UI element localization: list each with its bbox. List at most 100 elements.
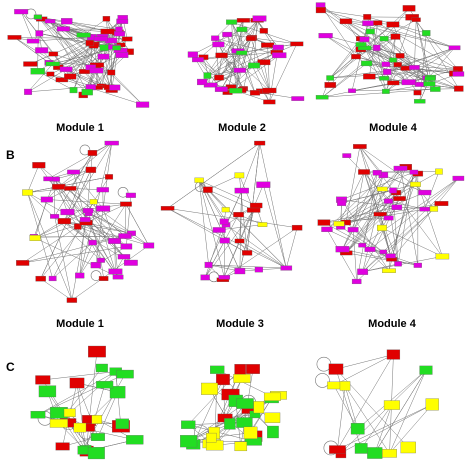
edge xyxy=(392,24,455,48)
node-magenta xyxy=(358,242,367,248)
node-magenta xyxy=(204,261,213,268)
node-red xyxy=(386,349,401,360)
node-red xyxy=(390,33,401,40)
edge xyxy=(207,175,240,190)
node-magenta xyxy=(59,66,73,72)
node-magenta xyxy=(409,169,419,175)
node-magenta xyxy=(93,36,108,42)
edge xyxy=(342,173,419,250)
node-magenta xyxy=(347,227,359,233)
network-b-module-4 xyxy=(315,140,465,305)
edge xyxy=(58,142,112,187)
edge xyxy=(227,29,243,93)
node-magenta xyxy=(383,198,393,204)
edge xyxy=(87,210,125,257)
node-magenta xyxy=(96,205,111,212)
node-magenta xyxy=(321,226,333,233)
node-green xyxy=(87,447,105,460)
node-magenta xyxy=(60,208,75,216)
module-title-a1: Module 1 xyxy=(56,122,104,134)
edge xyxy=(239,267,287,272)
edge xyxy=(207,18,260,76)
edge xyxy=(64,220,132,234)
node-magenta xyxy=(383,215,394,221)
node-red xyxy=(234,238,245,244)
node-red xyxy=(259,28,268,34)
node-red xyxy=(393,62,402,68)
self-loop xyxy=(79,144,91,156)
edge xyxy=(33,235,125,238)
edge xyxy=(199,179,257,206)
node-red xyxy=(373,211,387,217)
node-red xyxy=(55,77,69,83)
edge xyxy=(366,63,459,89)
node-green xyxy=(430,86,441,92)
module-title-b2: Module 3 xyxy=(216,318,264,330)
node-red xyxy=(105,174,114,180)
edge xyxy=(346,168,401,253)
network-c-2 xyxy=(160,345,305,474)
edge xyxy=(198,180,241,272)
node-yellow xyxy=(435,253,450,260)
edge xyxy=(230,65,255,88)
node-red xyxy=(102,16,111,22)
network-a-module-1 xyxy=(5,0,150,112)
edge xyxy=(167,142,260,209)
node-magenta xyxy=(56,26,70,32)
node-green xyxy=(99,44,109,51)
edge xyxy=(325,35,409,83)
node-magenta xyxy=(382,68,392,75)
edge xyxy=(320,4,357,57)
edge xyxy=(392,36,396,61)
node-green xyxy=(224,418,236,430)
self-loop xyxy=(315,373,330,388)
edge xyxy=(374,370,427,454)
edge xyxy=(286,227,298,269)
node-magenta xyxy=(359,36,370,43)
node-magenta xyxy=(234,187,249,194)
edge xyxy=(64,220,115,242)
edge xyxy=(325,35,459,70)
edge xyxy=(341,199,397,208)
node-magenta xyxy=(452,71,465,77)
node-green xyxy=(379,76,390,81)
node-yellow xyxy=(73,422,87,433)
node-red xyxy=(373,20,383,26)
node-magenta xyxy=(115,26,123,33)
node-magenta xyxy=(67,169,80,175)
edge xyxy=(356,172,378,282)
node-red xyxy=(290,41,304,47)
network-graph xyxy=(180,364,287,452)
node-red xyxy=(46,71,55,77)
node-yellow xyxy=(206,432,217,443)
node-red xyxy=(363,73,376,80)
edge xyxy=(414,47,455,68)
node-green xyxy=(389,57,397,63)
node-red xyxy=(64,73,77,80)
edge xyxy=(344,385,358,429)
edge xyxy=(338,171,365,224)
edge xyxy=(34,199,48,239)
node-red xyxy=(454,85,464,92)
node-green xyxy=(226,19,238,25)
node-yellow xyxy=(253,401,265,414)
edge xyxy=(46,199,126,205)
node-yellow xyxy=(89,199,98,205)
edge xyxy=(235,20,244,91)
edge xyxy=(320,4,421,85)
node-yellow xyxy=(234,441,248,452)
edge xyxy=(124,204,127,237)
edge xyxy=(95,143,112,266)
edge xyxy=(22,226,78,264)
edge xyxy=(79,242,93,276)
edge xyxy=(357,370,427,429)
node-magenta xyxy=(136,101,150,108)
edge xyxy=(34,210,89,239)
edge xyxy=(22,246,127,264)
edge xyxy=(88,351,98,428)
edge xyxy=(388,201,399,264)
node-magenta xyxy=(97,257,105,263)
node-red xyxy=(214,74,224,81)
node-magenta xyxy=(364,246,376,252)
